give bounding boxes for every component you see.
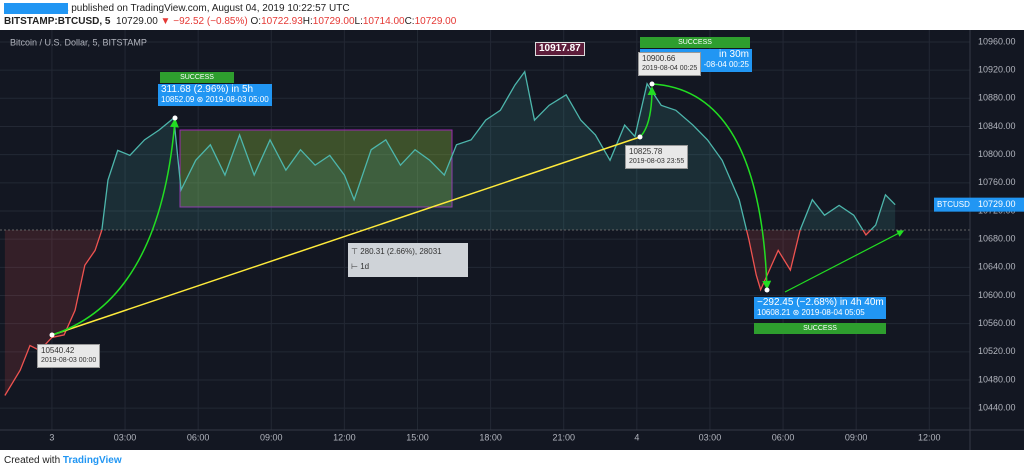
chart: Bitcoin / U.S. Dollar, 5, BITSTAMP 10440… bbox=[0, 30, 1024, 450]
ohlc-value: 10729.00 bbox=[414, 16, 457, 27]
note-line: 10540.42 bbox=[41, 346, 75, 355]
point bbox=[49, 332, 55, 338]
y-tick-label: 10800.00 bbox=[978, 149, 1016, 159]
note-line: in 30m bbox=[718, 49, 749, 60]
success-tag: SUCCESS bbox=[640, 37, 750, 48]
x-tick-label: 12:00 bbox=[918, 432, 941, 442]
ohlc-value: 10729.00 bbox=[312, 16, 355, 27]
x-tick-label: 06:00 bbox=[772, 432, 795, 442]
note-line: −292.45 (−2.68%) in 4h 40m bbox=[757, 297, 884, 308]
arrow bbox=[784, 230, 905, 293]
ohlc-label: C: bbox=[404, 16, 415, 27]
ohlc-value: 10714.00 bbox=[362, 16, 405, 27]
y-tick-label: 10760.00 bbox=[978, 177, 1016, 187]
success-tag: SUCCESS bbox=[160, 72, 234, 83]
price-line bbox=[101, 70, 896, 230]
chart-title: Bitcoin / U.S. Dollar, 5, BITSTAMP bbox=[10, 37, 147, 47]
ohlc-value: 10722.93 bbox=[261, 16, 303, 27]
ohlc: O:10722.93H:10729.00L:10714.00C:10729.00 bbox=[251, 16, 457, 27]
ohlc-label: L: bbox=[354, 16, 363, 27]
note-text: 1d bbox=[360, 262, 370, 271]
last: 10729.00 bbox=[116, 16, 158, 27]
arc bbox=[51, 118, 179, 336]
area-below bbox=[4, 230, 896, 396]
last-price-tag bbox=[934, 197, 1024, 212]
y-tick-label: 10680.00 bbox=[978, 234, 1016, 244]
price-line bbox=[4, 230, 872, 396]
note: −292.45 (−2.68%) in 4h 40m 10608.21 ⊛ 201… bbox=[754, 297, 886, 319]
symbol-tag: BTCUSD bbox=[937, 200, 970, 209]
note-line: ⊤ 280.31 (2.66%), 28031 bbox=[351, 247, 442, 256]
y-tick-label: 10640.00 bbox=[978, 262, 1016, 272]
point bbox=[172, 115, 178, 121]
x-tick-label: 09:00 bbox=[845, 432, 868, 442]
y-tick-label: 10920.00 bbox=[978, 65, 1016, 75]
note-line: 2019-08-03 23:55 bbox=[629, 158, 685, 165]
y-tick-label: 10600.00 bbox=[978, 290, 1016, 300]
x-tick-label: 4 bbox=[634, 432, 639, 442]
point bbox=[637, 134, 643, 140]
note: 311.68 (2.96%) in 5h 10852.09 ⊛ 2019-08-0… bbox=[158, 84, 272, 106]
y-tick-label: 10960.00 bbox=[978, 36, 1016, 46]
x-tick-label: 12:00 bbox=[333, 432, 356, 442]
arc bbox=[651, 83, 772, 290]
x-tick-label: 09:00 bbox=[260, 432, 283, 442]
y-tick-label: 10880.00 bbox=[978, 93, 1016, 103]
footer-text: Created with bbox=[4, 455, 61, 466]
x-tick-label: 3 bbox=[49, 432, 54, 442]
y-tick-label: 10520.00 bbox=[978, 346, 1016, 356]
area-above bbox=[4, 71, 896, 230]
note-text: 280.31 (2.66%), 28031 bbox=[360, 247, 442, 256]
brand[interactable]: TradingView bbox=[62, 455, 122, 466]
last-price-label: 10729.00 bbox=[978, 199, 1016, 209]
price-note: 10825.78 2019-08-03 23:55 bbox=[625, 145, 689, 169]
price-note: 10900.66 2019-08-04 00:25 bbox=[638, 52, 702, 76]
symbol: BITSTAMP:BTCUSD, 5 bbox=[4, 16, 111, 27]
ohlc-label: H: bbox=[302, 16, 313, 27]
ohlc-label: O: bbox=[250, 16, 262, 27]
y-tick-label: 10480.00 bbox=[978, 374, 1016, 384]
arc bbox=[639, 86, 657, 138]
x-tick-label: 15:00 bbox=[406, 432, 429, 442]
note-line: 2019-08-04 00:25 bbox=[642, 65, 698, 72]
y-tick-label: 10440.00 bbox=[978, 403, 1016, 413]
range-box bbox=[179, 129, 453, 208]
footer: Created with TradingView bbox=[4, 455, 122, 466]
note-line: 10825.78 bbox=[629, 147, 663, 156]
note-line: 10852.09 ⊛ 2019-08-03 05:00 bbox=[161, 95, 269, 104]
published: published on TradingView.com, August 04,… bbox=[71, 3, 350, 14]
publisher[interactable]: CryptoNewsZ bbox=[4, 3, 69, 14]
x-tick-label: 21:00 bbox=[552, 432, 575, 442]
trend-line bbox=[51, 136, 641, 336]
change: ▼ −92.52 (−0.85%) bbox=[160, 16, 248, 27]
price-note: 10540.42 2019-08-03 00:00 bbox=[37, 344, 101, 368]
y-tick-label: 10560.00 bbox=[978, 318, 1016, 328]
x-tick-label: 03:00 bbox=[114, 432, 137, 442]
note-line: -08-04 00:25 bbox=[703, 60, 749, 69]
success-tag: SUCCESS bbox=[754, 323, 886, 334]
note-line: 2019-08-03 00:00 bbox=[41, 357, 97, 364]
range-note: ⊤ 280.31 (2.66%), 28031 ⊢ 1d bbox=[348, 243, 468, 277]
header-line: CryptoNewsZ published on TradingView.com… bbox=[4, 2, 456, 15]
point bbox=[649, 81, 655, 87]
point bbox=[764, 287, 770, 293]
header: CryptoNewsZ published on TradingView.com… bbox=[4, 2, 456, 28]
note-line: 10900.66 bbox=[642, 54, 676, 63]
y-tick-label: 10840.00 bbox=[978, 121, 1016, 131]
note-line: 10608.21 ⊛ 2019-08-04 05:05 bbox=[757, 308, 865, 317]
note-line: ⊢ 1d bbox=[351, 262, 370, 271]
x-tick-label: 06:00 bbox=[187, 432, 210, 442]
note-line: 311.68 (2.96%) in 5h bbox=[161, 84, 254, 95]
header-line: BITSTAMP:BTCUSD, 5 10729.00 ▼ −92.52 (−0… bbox=[4, 15, 456, 28]
x-tick-label: 18:00 bbox=[479, 432, 502, 442]
x-tick-label: 03:00 bbox=[699, 432, 722, 442]
high-label: 10917.87 bbox=[535, 42, 585, 56]
